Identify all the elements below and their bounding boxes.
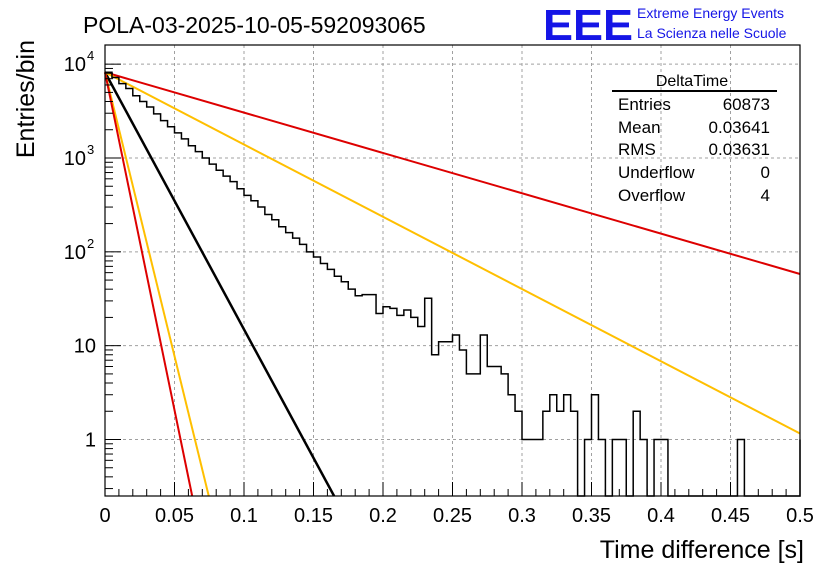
y-tick-label: 10	[64, 242, 86, 264]
x-tick-label: 0.3	[508, 505, 536, 527]
x-tick-label: 0.15	[294, 505, 333, 527]
x-tick-label: 0.5	[786, 505, 814, 527]
y-tick-exponent: 2	[87, 236, 94, 251]
stats-value-rms: 0.03631	[709, 140, 770, 159]
x-tick-label: 0.25	[433, 505, 472, 527]
histogram	[105, 71, 801, 497]
x-tick-label: 0.45	[711, 505, 750, 527]
y-tick-exponent: 4	[87, 48, 94, 63]
stats-value-overflow: 4	[761, 186, 770, 205]
grid	[105, 45, 800, 496]
y-axis-label: Entries/bin	[12, 40, 40, 158]
histogram-steps	[105, 71, 801, 497]
fit-curve-slow-yellow	[104, 71, 801, 435]
fit-curves	[103, 71, 801, 497]
x-tick-label: 0.4	[647, 505, 675, 527]
eee-logo-mark: EEE	[543, 1, 633, 50]
y-tick-exponent: 3	[87, 142, 94, 157]
y-tick-label: 10	[64, 54, 86, 76]
x-tick-label: 0.2	[369, 505, 397, 527]
stats-label-underflow: Underflow	[618, 163, 695, 182]
fit-curve-fast-yellow	[104, 72, 210, 497]
x-tick-label: 0.1	[230, 505, 258, 527]
x-tick-label: 0	[99, 505, 110, 527]
x-tick-label: 0.35	[572, 505, 611, 527]
logo-line-1: Extreme Energy Events	[637, 5, 784, 21]
eee-logo: EEE Extreme Energy Events La Scienza nel…	[543, 1, 787, 50]
stats-label-entries: Entries	[618, 95, 671, 114]
stats-value-entries: 60873	[723, 95, 770, 114]
fit-curve-slow-red	[104, 71, 801, 275]
stats-value-mean: 0.03641	[709, 118, 770, 137]
y-tick-label: 10	[74, 336, 96, 358]
y-tick-label: 10	[64, 148, 86, 170]
fit-curve-fast-red	[104, 72, 194, 497]
y-tick-label: 1	[85, 430, 96, 452]
stats-box: DeltaTime Entries 60873 Mean 0.03641 RMS…	[612, 73, 777, 205]
logo-line-2: La Scienza nelle Scuole	[637, 25, 787, 41]
stats-label-overflow: Overflow	[618, 186, 686, 205]
stats-label-rms: RMS	[618, 140, 656, 159]
x-tick-label: 0.05	[155, 505, 194, 527]
fit-curve-fit	[103, 71, 336, 497]
stats-value-underflow: 0	[761, 163, 770, 182]
stats-label-mean: Mean	[618, 118, 661, 137]
stats-title: DeltaTime	[656, 73, 728, 90]
x-axis-label: Time difference [s]	[600, 536, 804, 564]
x-ticks: 0 0.05 0.1 0.15 0.2 0.25 0.3 0.35 0.4 0.45 0.5	[99, 482, 814, 527]
chart-title: POLA-03-2025-10-05-592093065	[83, 12, 426, 38]
